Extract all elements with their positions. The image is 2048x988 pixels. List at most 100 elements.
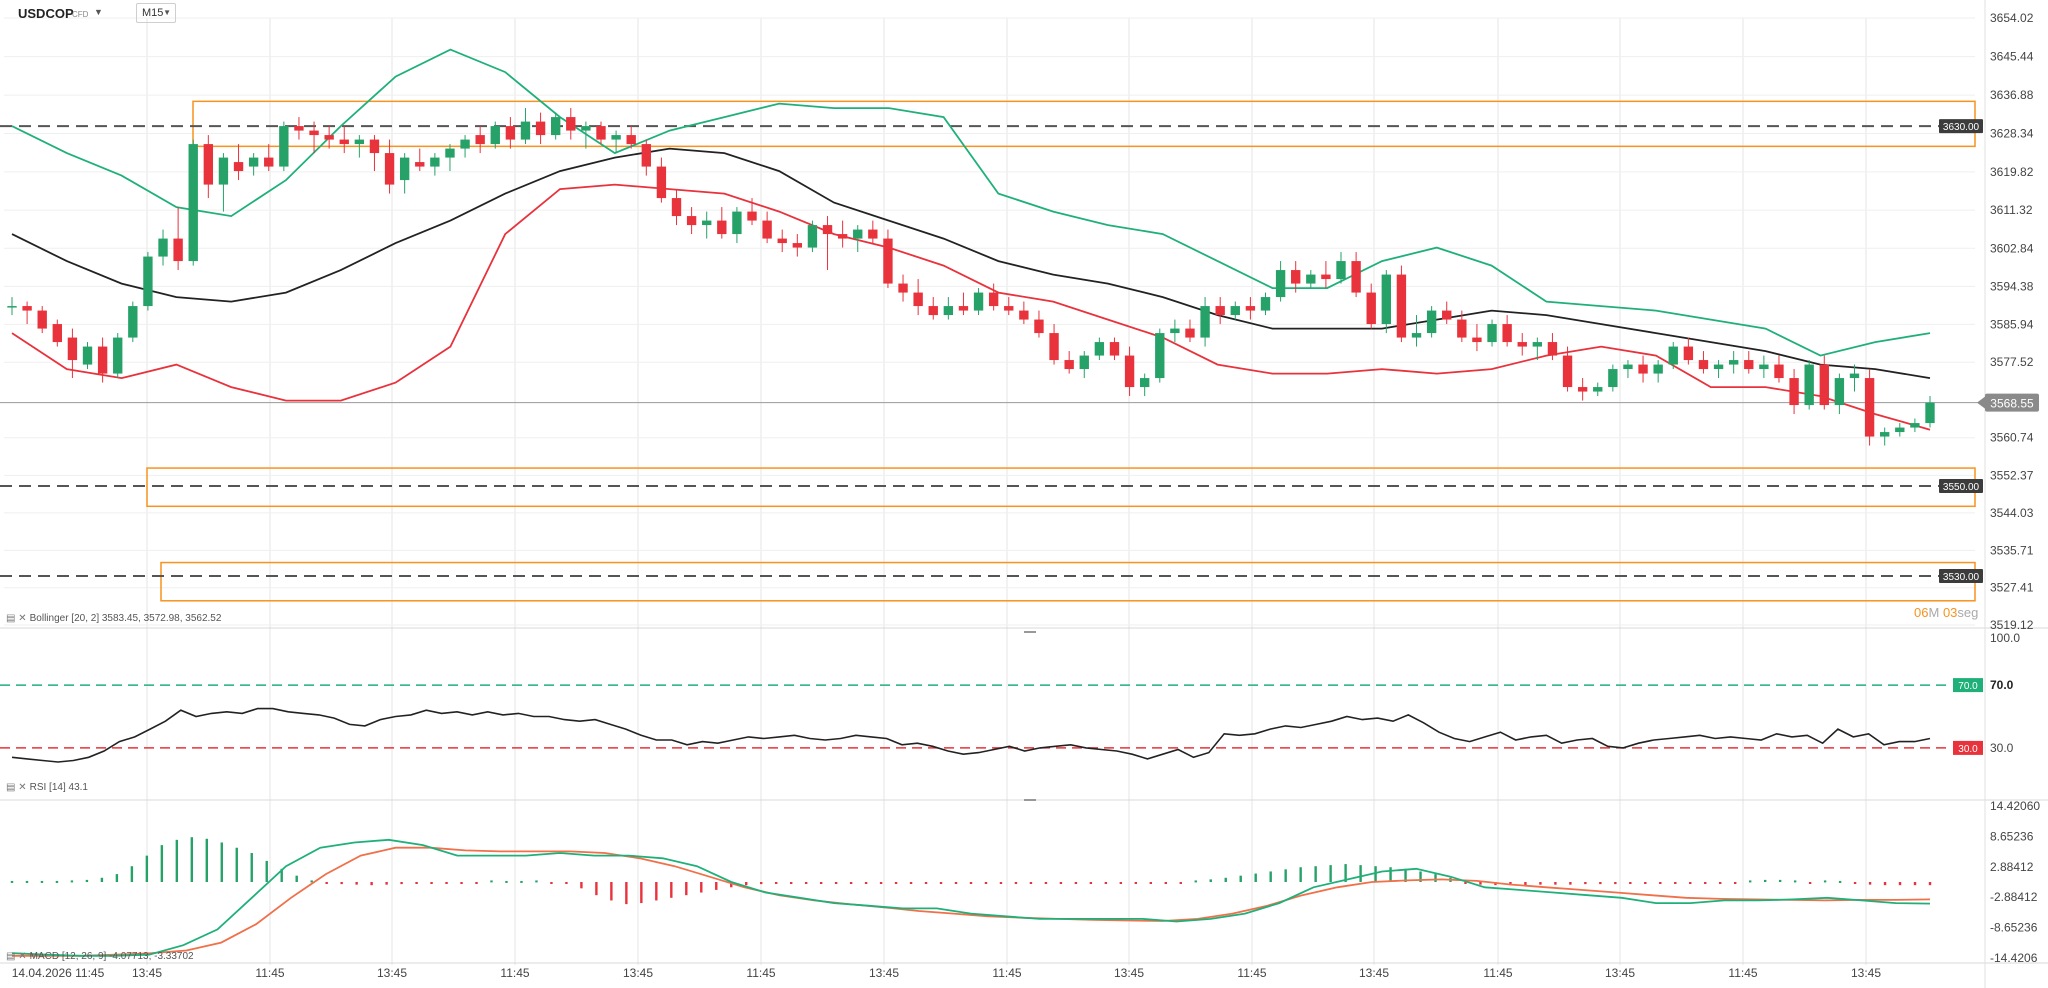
bullish-candle[interactable] <box>1668 346 1678 365</box>
bearish-candle[interactable] <box>822 225 833 235</box>
bearish-candle[interactable] <box>1864 378 1875 437</box>
bullish-candle[interactable] <box>1834 378 1845 406</box>
bullish-candle[interactable] <box>82 346 93 365</box>
indicator-settings-icon[interactable]: ▤ ✕ <box>6 951 27 962</box>
bearish-candle[interactable] <box>1321 274 1331 280</box>
bullish-candle[interactable] <box>158 238 168 257</box>
bearish-candle[interactable] <box>97 346 108 374</box>
bullish-candle[interactable] <box>1759 364 1769 370</box>
bearish-candle[interactable] <box>1547 342 1558 356</box>
bullish-candle[interactable] <box>1336 261 1346 280</box>
bullish-candle[interactable] <box>143 256 153 307</box>
bearish-candle[interactable] <box>22 306 32 311</box>
bullish-candle[interactable] <box>973 292 984 311</box>
bearish-candle[interactable] <box>686 216 697 226</box>
bearish-candle[interactable] <box>566 117 576 131</box>
bullish-candle[interactable] <box>520 121 531 140</box>
bearish-candle[interactable] <box>792 243 803 248</box>
bearish-candle[interactable] <box>1366 292 1376 325</box>
bearish-candle[interactable] <box>958 306 969 311</box>
bearish-candle[interactable] <box>1064 360 1074 370</box>
bullish-candle[interactable] <box>1925 402 1935 424</box>
bullish-candle[interactable] <box>1260 297 1271 311</box>
bearish-candle[interactable] <box>1245 306 1256 311</box>
bullish-candle[interactable] <box>1155 333 1165 379</box>
bullish-candle[interactable] <box>1804 364 1814 406</box>
bearish-candle[interactable] <box>1698 360 1709 370</box>
bearish-candle[interactable] <box>324 135 334 140</box>
price-zone-rect[interactable] <box>192 100 1976 148</box>
bearish-candle[interactable] <box>641 144 651 167</box>
bearish-candle[interactable] <box>384 153 395 185</box>
bearish-candle[interactable] <box>1819 364 1829 406</box>
indicator-settings-icon[interactable]: ▤ ✕ <box>6 782 27 793</box>
bullish-candle[interactable] <box>1532 342 1543 347</box>
bearish-candle[interactable] <box>535 121 546 136</box>
bearish-candle[interactable] <box>717 220 727 235</box>
bullish-candle[interactable] <box>1653 364 1663 374</box>
bearish-candle[interactable] <box>777 238 787 244</box>
bearish-candle[interactable] <box>1034 319 1044 334</box>
bearish-candle[interactable] <box>264 157 274 167</box>
bearish-candle[interactable] <box>837 234 848 239</box>
bearish-candle[interactable] <box>233 162 244 172</box>
bullish-candle[interactable] <box>1275 270 1286 298</box>
bullish-candle[interactable] <box>128 306 138 338</box>
bearish-candle[interactable] <box>1774 364 1784 379</box>
bearish-candle[interactable] <box>868 229 878 239</box>
bearish-candle[interactable] <box>475 135 485 145</box>
bearish-candle[interactable] <box>1517 342 1527 347</box>
bearish-candle[interactable] <box>415 162 425 167</box>
bullish-candle[interactable] <box>1411 333 1422 338</box>
bullish-candle[interactable] <box>1381 274 1391 325</box>
bullish-candle[interactable] <box>279 126 289 167</box>
bullish-candle[interactable] <box>853 229 863 239</box>
bullish-candle[interactable] <box>943 306 954 316</box>
bearish-candle[interactable] <box>1502 324 1512 343</box>
bearish-candle[interactable] <box>505 126 516 140</box>
bearish-candle[interactable] <box>173 238 183 262</box>
bearish-candle[interactable] <box>1291 270 1301 284</box>
bullish-candle[interactable] <box>490 126 500 145</box>
bullish-candle[interactable] <box>1910 423 1920 428</box>
bearish-candle[interactable] <box>1457 319 1467 338</box>
bearish-candle[interactable] <box>1638 364 1648 374</box>
bullish-candle[interactable] <box>551 117 561 136</box>
bullish-candle[interactable] <box>1728 360 1739 365</box>
price-zone-rect[interactable] <box>160 561 1976 602</box>
bearish-candle[interactable] <box>369 139 380 154</box>
bearish-candle[interactable] <box>671 198 682 217</box>
bullish-candle[interactable] <box>1608 369 1618 388</box>
bearish-candle[interactable] <box>1049 333 1059 361</box>
bullish-candle[interactable] <box>702 220 712 226</box>
bullish-candle[interactable] <box>1230 306 1240 316</box>
bullish-candle[interactable] <box>113 337 123 374</box>
bearish-candle[interactable] <box>1683 346 1694 361</box>
bullish-candle[interactable] <box>1849 373 1860 379</box>
bearish-candle[interactable] <box>1004 306 1014 311</box>
bullish-candle[interactable] <box>1170 328 1180 334</box>
bullish-candle[interactable] <box>188 144 198 262</box>
bullish-candle[interactable] <box>611 135 621 140</box>
bullish-candle[interactable] <box>1306 274 1316 284</box>
bullish-candle[interactable] <box>807 225 818 248</box>
bullish-candle[interactable] <box>460 139 470 149</box>
bullish-candle[interactable] <box>1623 364 1633 370</box>
bearish-candle[interactable] <box>1019 310 1029 320</box>
bearish-candle[interactable] <box>762 220 772 239</box>
bullish-candle[interactable] <box>1200 306 1210 338</box>
bullish-candle[interactable] <box>581 126 591 131</box>
price-zone-rect[interactable] <box>146 467 1976 508</box>
level-price-tag[interactable] <box>1939 119 1983 134</box>
bullish-candle[interactable] <box>218 157 229 185</box>
bullish-candle[interactable] <box>445 148 455 158</box>
bullish-candle[interactable] <box>1895 427 1905 433</box>
bearish-candle[interactable] <box>988 292 999 307</box>
bearish-candle[interactable] <box>67 337 78 361</box>
bullish-candle[interactable] <box>1593 387 1603 392</box>
bearish-candle[interactable] <box>1109 342 1120 356</box>
bearish-candle[interactable] <box>1442 310 1452 320</box>
bullish-candle[interactable] <box>1487 324 1497 343</box>
bullish-candle[interactable] <box>1880 432 1890 437</box>
